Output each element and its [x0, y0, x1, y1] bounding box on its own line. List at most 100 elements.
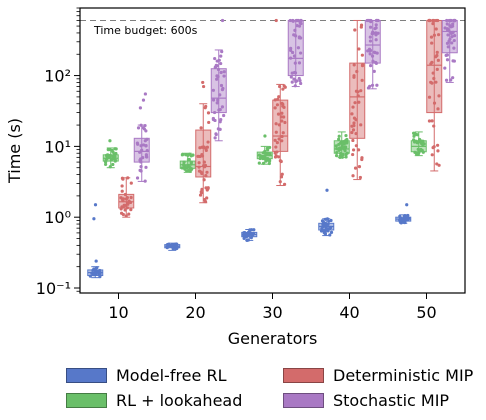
data-point — [184, 153, 188, 157]
data-point — [119, 211, 124, 215]
data-point — [206, 111, 211, 115]
data-point — [203, 106, 207, 110]
data-point — [376, 18, 380, 23]
data-point — [108, 147, 112, 152]
data-point — [297, 61, 302, 65]
data-point — [203, 165, 207, 169]
data-point — [368, 25, 373, 29]
data-point — [434, 27, 438, 31]
data-point — [297, 24, 302, 28]
data-point — [290, 50, 295, 55]
data-point — [446, 33, 450, 37]
data-point — [370, 54, 375, 58]
data-point — [220, 105, 225, 109]
legend-swatch — [66, 368, 107, 383]
data-point — [453, 18, 457, 23]
data-point — [375, 83, 379, 87]
data-point — [126, 176, 130, 180]
data-point — [222, 113, 226, 118]
data-point — [429, 35, 434, 39]
data-point — [434, 80, 438, 84]
data-point — [421, 139, 425, 143]
data-point — [373, 50, 377, 55]
data-point — [196, 154, 200, 158]
data-point — [120, 189, 124, 193]
data-point — [450, 41, 454, 45]
data-point — [136, 142, 140, 146]
data-point — [289, 46, 293, 50]
data-point — [350, 112, 354, 116]
x-tick-label: 40 — [339, 303, 359, 322]
data-point — [293, 61, 297, 65]
data-point — [198, 146, 202, 150]
data-point — [218, 93, 222, 97]
data-point — [104, 160, 108, 164]
data-point — [217, 108, 221, 112]
data-point — [213, 56, 217, 61]
outlier-point — [94, 259, 98, 263]
data-point — [325, 227, 329, 231]
data-point — [206, 140, 210, 144]
data-point — [281, 104, 285, 108]
data-point — [280, 111, 284, 115]
data-point — [219, 61, 223, 66]
data-point — [357, 47, 361, 51]
data-point — [354, 144, 358, 148]
data-point — [174, 243, 178, 247]
data-point — [183, 167, 187, 171]
data-point — [451, 76, 455, 80]
data-point — [268, 145, 272, 150]
data-point — [252, 228, 256, 232]
data-point — [139, 123, 143, 127]
data-point — [445, 18, 449, 23]
data-point — [278, 180, 282, 184]
data-point — [320, 219, 325, 223]
data-point — [144, 144, 148, 148]
data-point — [211, 98, 216, 102]
data-point — [167, 242, 171, 246]
data-point — [432, 18, 436, 23]
data-point — [452, 38, 456, 43]
x-tick-label: 30 — [262, 303, 282, 322]
data-point — [429, 62, 433, 66]
data-point — [216, 75, 220, 79]
data-point — [202, 178, 206, 182]
time-budget-label: Time budget: 600s — [93, 24, 198, 37]
legend-label: RL + lookahead — [116, 391, 243, 410]
data-point — [436, 18, 440, 23]
data-point — [352, 63, 356, 67]
data-point — [222, 70, 226, 74]
data-point — [247, 230, 251, 234]
data-point — [204, 174, 208, 178]
data-point — [376, 31, 380, 35]
data-point — [368, 35, 372, 39]
data-point — [356, 94, 360, 98]
data-point — [453, 34, 457, 38]
outlier-point — [138, 106, 143, 110]
data-point — [220, 50, 224, 54]
data-point — [108, 165, 112, 169]
data-point — [98, 270, 102, 274]
data-point — [414, 132, 418, 137]
outlier-point — [143, 92, 147, 96]
data-point — [419, 141, 424, 146]
data-point — [359, 25, 363, 29]
data-point — [280, 119, 284, 123]
data-point — [277, 95, 281, 99]
data-point — [120, 184, 124, 188]
data-point — [221, 86, 225, 91]
data-point — [325, 217, 330, 221]
data-point — [297, 35, 302, 39]
data-point — [182, 160, 186, 164]
data-point — [435, 50, 439, 54]
data-point — [360, 63, 365, 67]
data-point — [139, 144, 143, 148]
data-point — [249, 232, 253, 236]
data-point — [274, 154, 278, 158]
data-point — [354, 131, 358, 136]
data-point — [292, 70, 297, 75]
data-point — [356, 148, 361, 152]
data-point — [261, 161, 266, 165]
data-point — [337, 137, 341, 141]
data-point — [298, 79, 302, 83]
